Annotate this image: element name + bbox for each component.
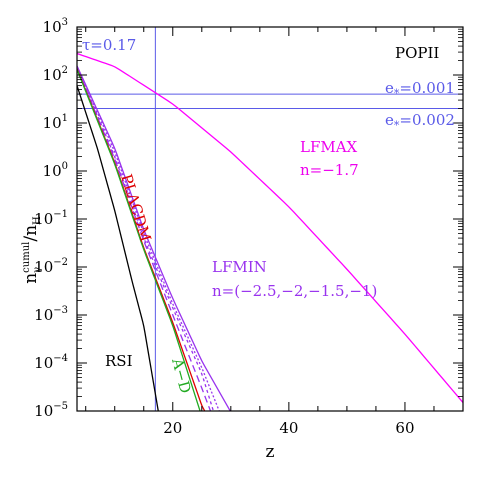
y-tick-label: 102 (43, 65, 68, 84)
x-tick-label: 40 (279, 419, 298, 437)
annotation-placdm: PLΛCDM (117, 172, 155, 244)
y-tick-label: 101 (43, 113, 68, 132)
annotation-e-0002: e*=0.002 (385, 111, 455, 132)
y-tick-label: 10−5 (34, 401, 68, 420)
series-line-lfmin_b (77, 66, 220, 411)
annotation-lfmin-n: n=(−2.5,−2,−1.5,−1) (212, 282, 377, 300)
y-tick-label: 103 (43, 17, 68, 36)
y-tick-label: 10−1 (34, 209, 68, 228)
annotation-tau: τ=0.17 (82, 36, 136, 54)
annotation-lfmin: LFMIN (212, 258, 267, 276)
series-line-lfmin_a (77, 65, 231, 411)
series-line-rsi (77, 85, 159, 411)
series-line-lfmax (77, 52, 463, 403)
annotation-rsi: RSI (105, 352, 133, 370)
y-axis-label: nγcumul/nH (21, 216, 43, 284)
axis-ticks: 20 40 60 103 102 101 100 10−1 10−2 10−3 10−4 10−5 (34, 17, 464, 437)
annotation-popii: POPII (395, 44, 439, 62)
y-tick-label: 10−4 (34, 353, 68, 372)
y-tick-label: 10−2 (34, 257, 68, 276)
annotation-lfmax-n: n=−1.7 (300, 161, 359, 179)
y-tick-label: 100 (43, 161, 68, 180)
series-line-ad (77, 69, 201, 411)
y-tick-label: 10−3 (34, 305, 68, 324)
annotation-lfmax: LFMAX (300, 138, 358, 156)
series-line-lfmin_c (77, 66, 215, 411)
annotation-e-0001: e*=0.001 (385, 79, 455, 100)
x-tick-label: 20 (163, 419, 182, 437)
x-tick-label: 60 (395, 419, 414, 437)
x-axis-label: z (266, 442, 275, 462)
series-line-lfmin_d (77, 67, 212, 411)
